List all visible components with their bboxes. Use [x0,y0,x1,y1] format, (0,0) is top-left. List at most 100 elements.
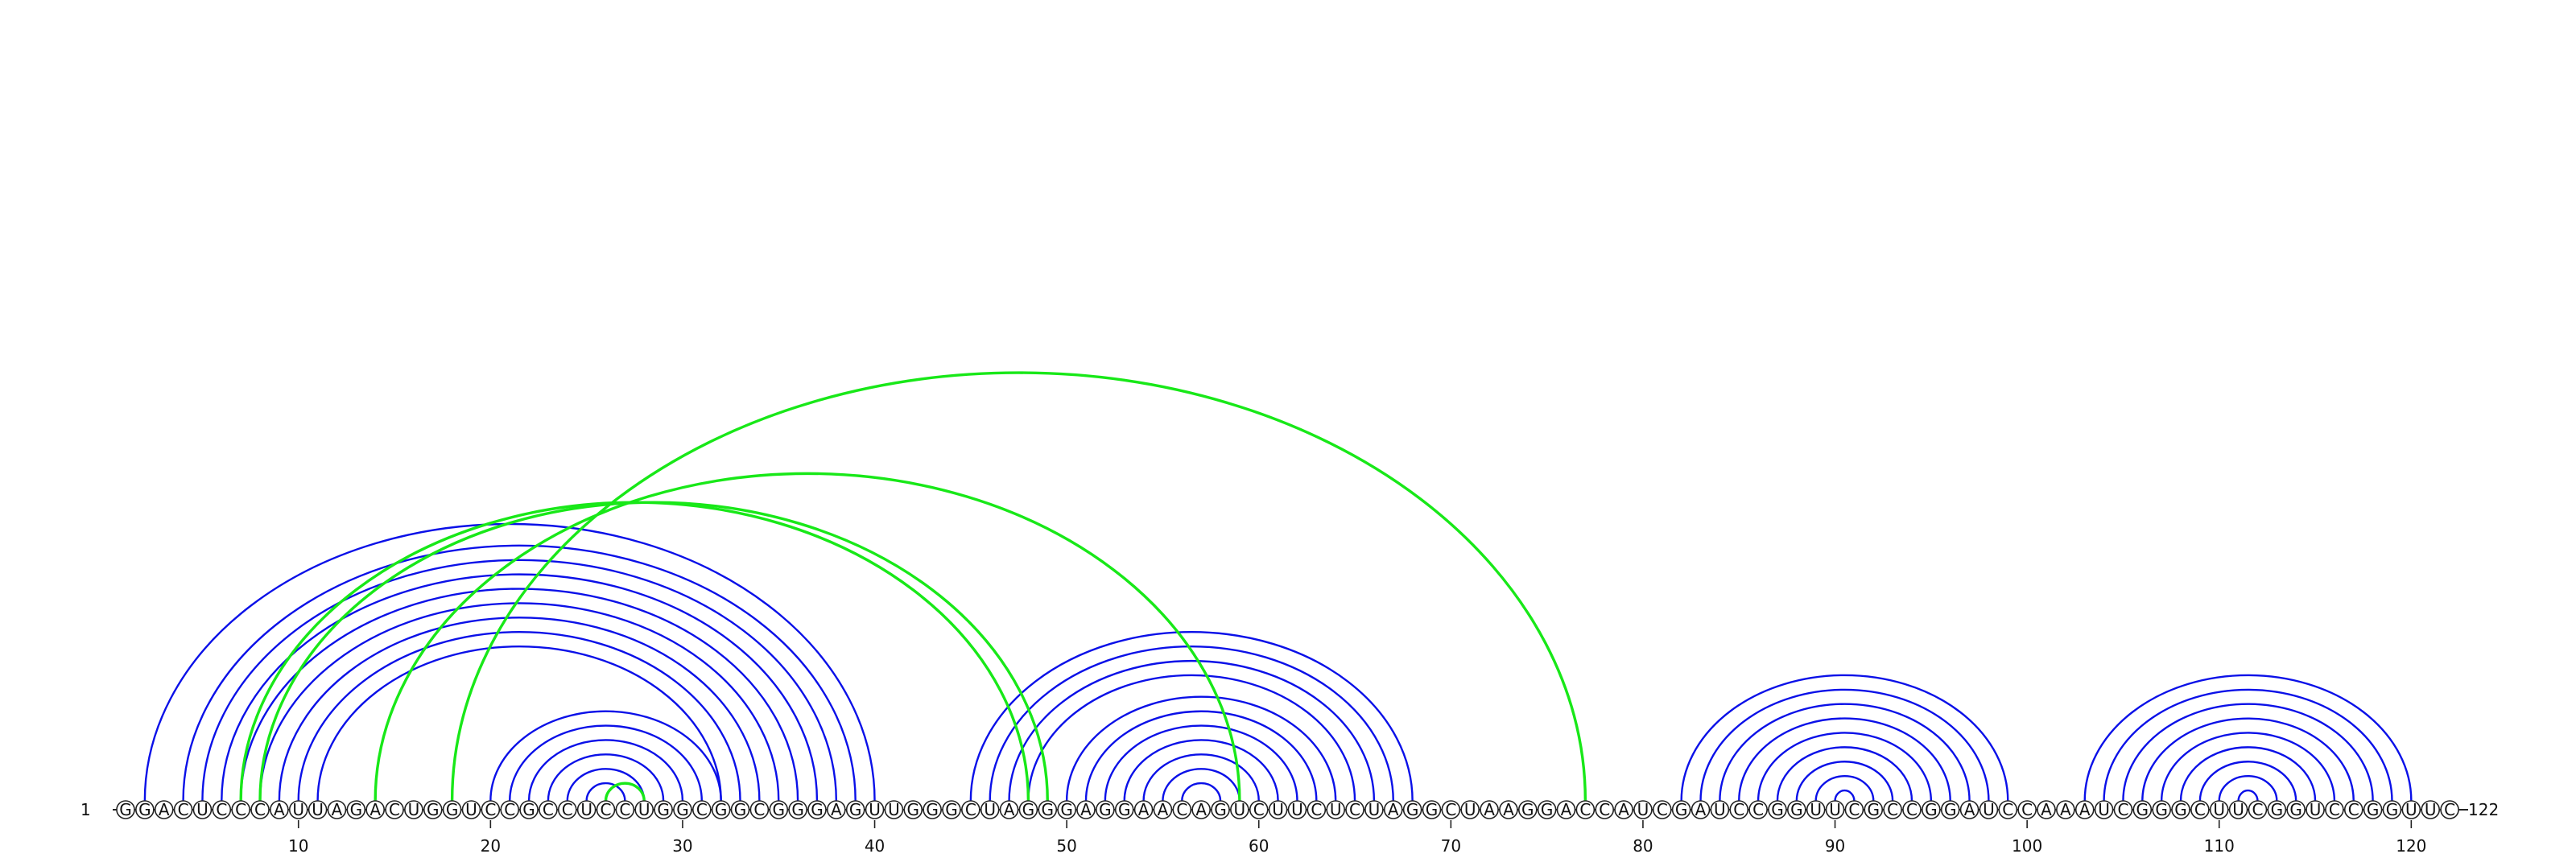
nucleotide-letter: C [485,800,496,819]
nucleotide-letter: C [965,800,976,819]
nucleotide-letter: G [2174,800,2187,819]
nucleotide-letter: C [178,800,189,819]
nucleotide: U [1288,800,1306,819]
nucleotide-letter: G [849,800,862,819]
nucleotide: C [1999,800,2017,819]
nucleotide: C [2326,800,2343,819]
nucleotide-letter: U [2425,800,2437,819]
nucleotide: U [462,800,480,819]
nucleotide: G [1769,800,1786,819]
nucleotide: A [270,800,288,819]
nucleotide-letter: U [1810,800,1822,819]
nucleotide: G [1864,800,1882,819]
nucleotide-letter: C [2002,800,2013,819]
nucleotide-letter: A [332,800,343,819]
base-pair-arc [1682,675,2008,801]
nucleotide-letter: G [2271,800,2284,819]
nucleotide-letter: G [734,800,747,819]
nucleotide: G [2268,800,2285,819]
nucleotide: U [1231,800,1249,819]
nucleotide: U [2306,800,2324,819]
nucleotide: C [1730,800,1748,819]
nucleotide-letter: C [216,800,227,819]
nucleotide: G [347,800,365,819]
nucleotide-letter: C [1579,800,1591,819]
base-pair-arc [2104,690,2392,801]
nucleotide: C [1596,800,1613,819]
nucleotide-letter: A [1195,800,1207,819]
nucleotide-letter: G [1521,800,1534,819]
nucleotide: U [578,800,596,819]
nucleotide-letter: A [1388,800,1399,819]
nucleotide: G [1422,800,1440,819]
nucleotide: A [828,800,845,819]
base-pair-arc [510,726,702,801]
tick-label: 80 [1633,836,1653,856]
base-pair-arc [1125,740,1278,801]
nucleotide: G [424,800,442,819]
base-pair-arc [1162,769,1239,801]
nucleotide-letter: A [1158,800,1169,819]
nucleotide: U [1634,800,1652,819]
nucleotide: C [2441,800,2458,819]
nucleotide: G [2287,800,2305,819]
base-pair-arcs [145,524,2411,801]
base-pair-arc [1105,726,1298,801]
nucleotide-letter: U [2098,800,2110,819]
nucleotide-letter: U [312,800,324,819]
nucleotide: C [1884,800,1901,819]
nucleotide-letter: U [1291,800,1303,819]
nucleotide-letter: C [2117,800,2128,819]
nucleotide: G [136,800,154,819]
nucleotide: C [2018,800,2036,819]
nucleotide-letter: G [1541,800,1554,819]
nucleotide-letter: C [696,800,708,819]
nucleotide-letter: G [350,800,363,819]
nucleotide-letter: A [274,800,285,819]
nucleotide: U [1269,800,1287,819]
tick-label: 100 [2012,836,2042,856]
nucleotide: C [539,800,557,819]
nucleotide: U [981,800,999,819]
nucleotide: U [866,800,884,819]
nucleotide-letter: C [1349,800,1360,819]
nucleotide: U [2421,800,2439,819]
nucleotide-letter: C [254,800,266,819]
nucleotide: C [1346,800,1364,819]
pseudoknot-arc [241,502,1028,801]
nucleotide-letter: G [1925,800,1938,819]
nucleotide-letter: U [580,800,592,819]
nucleotide-letter: C [2444,800,2455,819]
nucleotide-letter: C [1752,800,1764,819]
base-pair-arc [529,740,683,801]
nucleotide-letter: C [504,800,515,819]
nucleotide-letter: G [2386,800,2399,819]
nucleotide: U [290,800,308,819]
tick-label: 20 [481,836,501,856]
base-pair-arc [1028,675,1355,801]
nucleotide-letter: A [1138,800,1150,819]
nucleotide: G [2172,800,2190,819]
end-position-label: 122 [2468,800,2499,819]
nucleotide-letter: C [601,800,612,819]
nucleotide-letter: C [1887,800,1898,819]
nucleotide: U [2230,800,2248,819]
nucleotide-letter: G [1944,800,1957,819]
nucleotide: C [2114,800,2132,819]
nucleotide-letter: A [2060,800,2071,819]
nucleotide: C [1307,800,1325,819]
nucleotide-letter: U [869,800,881,819]
nucleotide-letter: U [1272,800,1284,819]
nucleotide-letter: C [1176,800,1187,819]
nucleotide: U [2402,800,2420,819]
nucleotide: U [193,800,211,819]
nucleotide-letter: C [1657,800,1668,819]
base-pair-arc [2085,675,2412,801]
nucleotide: A [1192,800,1210,819]
nucleotide: G [712,800,730,819]
pseudoknot-arc [375,473,1240,801]
nucleotide: U [885,800,902,819]
nucleotide-letter: G [1675,800,1688,819]
nucleotide: U [1979,800,1997,819]
nucleotide: C [232,800,250,819]
